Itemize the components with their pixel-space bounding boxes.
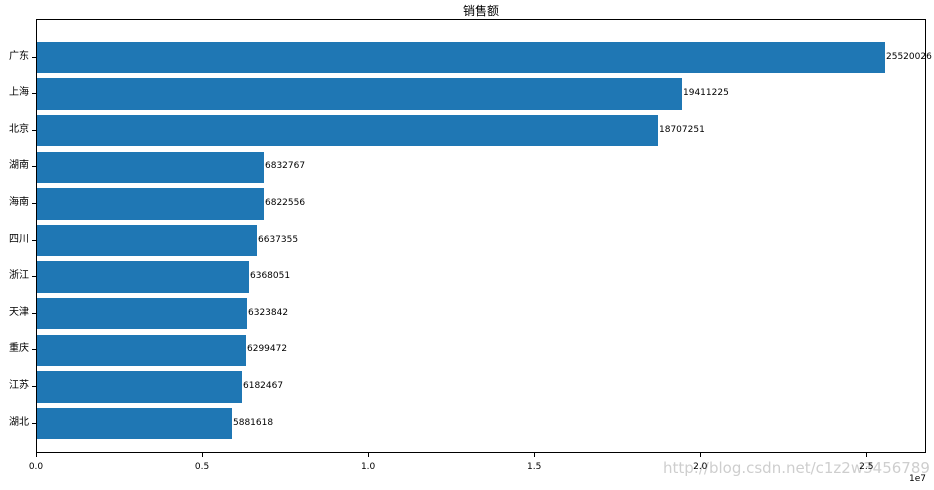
y-tick-mark bbox=[32, 129, 36, 131]
y-tick-label-海南: 海南 bbox=[9, 196, 29, 208]
x-tick-label-1.0: 1.0 bbox=[360, 462, 376, 472]
y-tick-label-四川: 四川 bbox=[9, 233, 29, 245]
y-tick-label-浙江: 浙江 bbox=[9, 270, 29, 282]
bar-value-label: 25520026 bbox=[886, 51, 932, 62]
bar-广东 bbox=[37, 41, 885, 74]
y-tick-label-重庆: 重庆 bbox=[9, 343, 29, 355]
bar-value-label: 18707251 bbox=[659, 124, 705, 135]
bar-湖北 bbox=[37, 407, 232, 440]
y-tick-mark bbox=[32, 312, 36, 314]
bar-value-label: 6368051 bbox=[250, 271, 291, 282]
y-tick-mark bbox=[32, 239, 36, 241]
bar-重庆 bbox=[37, 334, 246, 367]
x-tick-mark bbox=[534, 453, 536, 457]
bar-海南 bbox=[37, 188, 264, 220]
x-tick-mark bbox=[368, 453, 370, 457]
y-tick-label-湖南: 湖南 bbox=[9, 160, 29, 172]
x-tick-label-0.5: 0.5 bbox=[194, 462, 210, 472]
x-tick-mark bbox=[202, 453, 204, 457]
x-tick-mark bbox=[700, 453, 702, 457]
bar-上海 bbox=[37, 78, 682, 110]
bar-value-label: 6822556 bbox=[265, 197, 306, 208]
bar-湖南 bbox=[37, 151, 264, 184]
y-tick-label-上海: 上海 bbox=[9, 87, 29, 99]
y-tick-label-湖北: 湖北 bbox=[9, 416, 29, 428]
bar-value-label: 6182467 bbox=[243, 380, 284, 391]
x-tick-label-0.0: 0.0 bbox=[28, 462, 44, 472]
bar-天津 bbox=[37, 297, 247, 330]
chart-title: 销售额 bbox=[462, 4, 499, 18]
x-tick-mark bbox=[866, 453, 868, 457]
y-tick-mark bbox=[32, 166, 36, 168]
y-tick-label-广东: 广东 bbox=[9, 50, 29, 62]
bar-value-label: 6323842 bbox=[248, 307, 289, 318]
x-tick-mark bbox=[36, 453, 37, 457]
x-axis-offset-label: 1e7 bbox=[909, 474, 926, 484]
y-tick-mark bbox=[32, 93, 36, 95]
y-tick-label-天津: 天津 bbox=[9, 306, 29, 318]
y-tick-mark bbox=[32, 202, 36, 204]
bar-value-label: 5881618 bbox=[233, 417, 274, 428]
x-tick-label-2.5: 2.5 bbox=[859, 462, 874, 472]
x-tick-label-2.0: 2.0 bbox=[693, 462, 708, 472]
bar-value-label: 6637355 bbox=[258, 234, 299, 245]
bar-浙江 bbox=[37, 261, 249, 293]
y-tick-label-北京: 北京 bbox=[9, 123, 29, 135]
bar-value-label: 19411225 bbox=[683, 88, 729, 99]
bar-四川 bbox=[37, 224, 257, 257]
y-tick-mark bbox=[32, 276, 36, 278]
watermark: http://blog.csdn.net/c1z2w3456789 bbox=[663, 459, 930, 477]
bar-value-label: 6299472 bbox=[247, 344, 288, 355]
bar-北京 bbox=[37, 114, 658, 147]
plot-area bbox=[36, 19, 926, 453]
bar-江苏 bbox=[37, 371, 242, 403]
x-tick-label-1.5: 1.5 bbox=[527, 462, 542, 472]
y-tick-mark bbox=[32, 422, 36, 424]
y-tick-mark bbox=[32, 349, 36, 351]
y-tick-mark bbox=[32, 385, 36, 387]
bar-value-label: 6832767 bbox=[265, 161, 306, 172]
y-tick-mark bbox=[32, 56, 36, 58]
y-tick-label-江苏: 江苏 bbox=[9, 379, 29, 391]
